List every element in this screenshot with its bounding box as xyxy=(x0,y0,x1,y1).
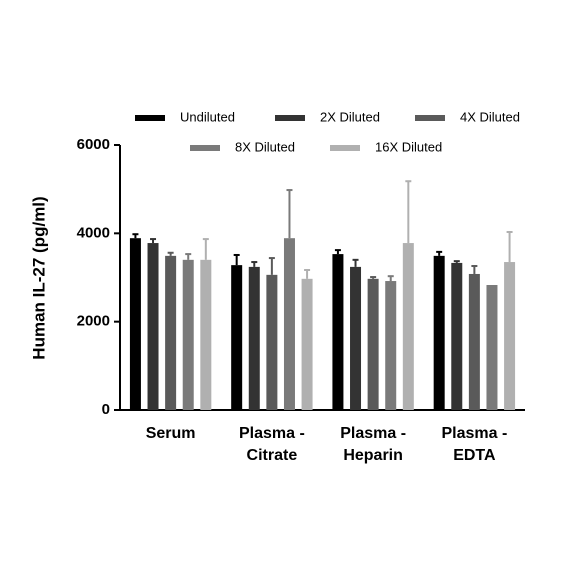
bar xyxy=(129,238,141,410)
bar xyxy=(231,265,243,410)
bar xyxy=(402,243,414,410)
x-tick-label: Plasma - Citrate xyxy=(238,425,305,464)
bar xyxy=(283,238,295,410)
bar xyxy=(504,262,516,410)
legend-label: 2X Diluted xyxy=(320,109,380,124)
legend-label: 16X Diluted xyxy=(375,139,442,154)
bar xyxy=(385,281,397,410)
legend-label: 8X Diluted xyxy=(235,139,295,154)
legend-swatch xyxy=(275,115,305,121)
y-tick-label: 2000 xyxy=(77,313,110,330)
bar xyxy=(433,255,445,410)
legend-swatch xyxy=(135,115,165,121)
bar xyxy=(266,274,278,410)
bar xyxy=(486,285,498,410)
bar xyxy=(451,262,463,410)
x-tick-label: Serum xyxy=(145,425,196,442)
y-tick-label: 4000 xyxy=(77,224,110,241)
bar xyxy=(182,259,194,410)
bar xyxy=(332,254,344,410)
y-tick-label: 0 xyxy=(102,401,110,418)
legend-swatch xyxy=(330,145,360,151)
legend-swatch xyxy=(190,145,220,151)
legend-swatch xyxy=(415,115,445,121)
bar xyxy=(301,278,313,410)
legend-label: 4X Diluted xyxy=(460,109,520,124)
bar xyxy=(350,266,362,410)
bar xyxy=(248,266,260,410)
bar xyxy=(165,255,177,410)
x-tick-label: Plasma - Heparin xyxy=(340,425,407,464)
x-tick-label: Plasma - EDTA xyxy=(441,425,508,464)
y-tick-label: 6000 xyxy=(77,136,110,153)
y-axis-label: Human IL-27 (pg/ml) xyxy=(29,196,48,359)
bar xyxy=(200,259,212,410)
bar xyxy=(367,278,379,410)
bar xyxy=(468,273,480,410)
bar xyxy=(147,243,159,410)
legend-label: Undiluted xyxy=(180,109,235,124)
